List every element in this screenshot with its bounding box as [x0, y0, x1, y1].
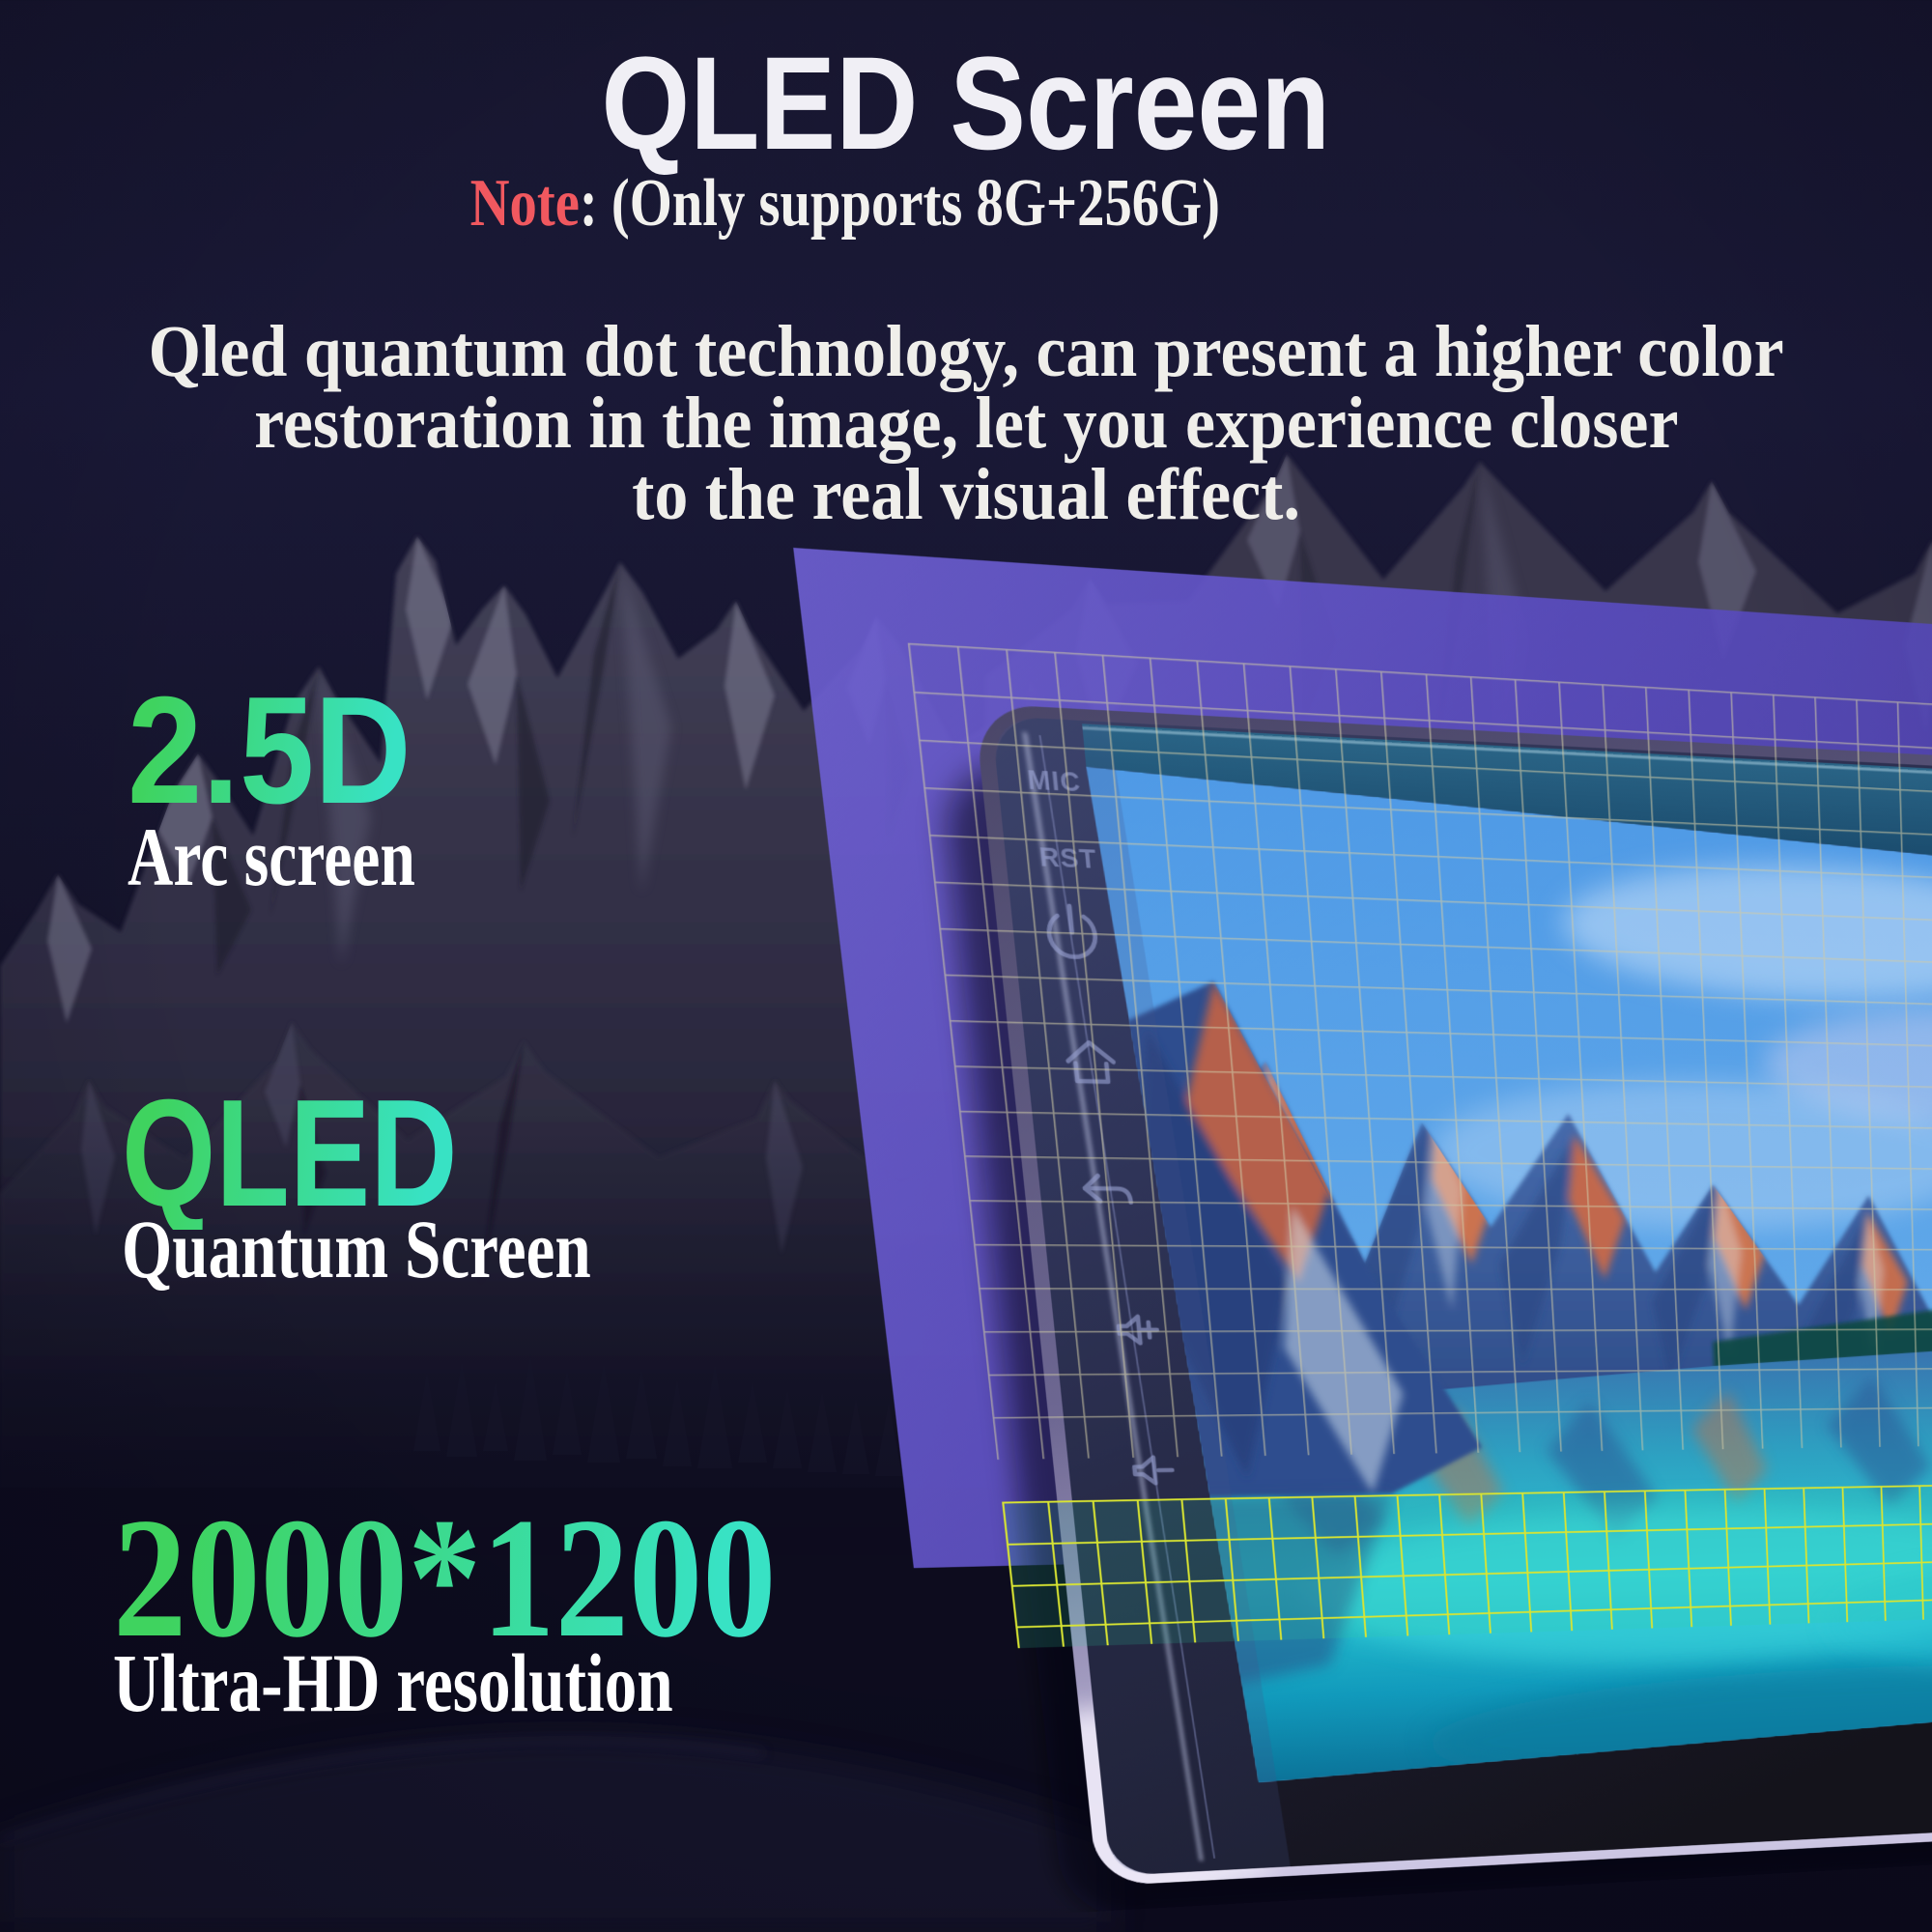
page-title: QLED Screen: [601, 30, 1331, 178]
feature-resolution: 2000*1200 Ultra-HD resolution: [113, 1492, 887, 1724]
feature-qled-label: Quantum Screen: [122, 1203, 591, 1295]
note-text: : (Only supports 8G+256G): [580, 166, 1221, 241]
description-line-3: to the real visual effect.: [632, 454, 1300, 535]
description-line-1: Qled quantum dot technology, can present…: [148, 311, 1784, 392]
feature-arc-value: 2.5D: [128, 666, 412, 836]
feature-arc-label: Arc screen: [128, 810, 415, 903]
grid-upper-zone: [907, 642, 1932, 1460]
note-line: Note: (Only supports 8G+256G): [0, 163, 1811, 244]
measurement-grid: [907, 642, 1932, 1649]
screen-lake: [1140, 1331, 1932, 1789]
grid-lower-zone-lines: [1002, 1478, 1932, 1649]
feature-arc-screen: 2.5D Arc screen: [128, 674, 505, 898]
feature-resolution-value: 2000*1200: [113, 1482, 777, 1673]
description-line-2: restoration in the image, let you experi…: [253, 383, 1679, 464]
description: Qled quantum dot technology, can present…: [0, 311, 1932, 535]
device-showcase: MIC RST: [793, 548, 1932, 1924]
device-scene: MIC RST: [793, 548, 1932, 1924]
feature-qled: QLED Quantum Screen: [122, 1077, 723, 1291]
note-label: Note: [469, 166, 581, 241]
feature-resolution-label: Ultra-HD resolution: [113, 1636, 673, 1729]
feature-qled-value: QLED: [122, 1068, 458, 1238]
